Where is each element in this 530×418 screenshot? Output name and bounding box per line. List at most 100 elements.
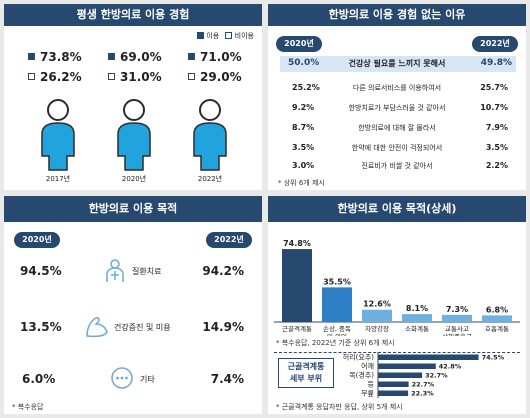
bar-value-label: 22.7% bbox=[412, 381, 435, 389]
purpose-2022-value: 94.2% bbox=[202, 264, 244, 278]
bar bbox=[378, 372, 423, 378]
sub-label-box bbox=[278, 358, 334, 388]
category-tick-label: 소화계통 bbox=[405, 324, 429, 333]
sub-label-line-2: 세부 부위 bbox=[289, 374, 323, 383]
not-used-2020: 31.0% bbox=[108, 70, 162, 84]
experience-panel: 평생 한방의료 이용 경험 이용 비이용 73.8% 69.0% 71.0% 2… bbox=[4, 4, 262, 190]
reasons-title: 한방의료 이용 경험 없는 이유 bbox=[268, 4, 526, 26]
bar-value-label: 42.8% bbox=[439, 363, 462, 371]
category-tick-label: 무릎 bbox=[361, 390, 374, 398]
reasons-note: * 상위 6개 제시 bbox=[278, 179, 325, 187]
year-2020: 2020년 bbox=[121, 175, 147, 183]
bar bbox=[482, 315, 512, 322]
purpose-2020-value: 13.5% bbox=[20, 320, 62, 334]
not-used-swatch-icon bbox=[108, 73, 115, 80]
treatment-icon bbox=[106, 259, 124, 282]
bar bbox=[442, 314, 472, 322]
reasons-row: 25.2% 다른 의료서비스를 이용하여서 25.7% bbox=[292, 83, 508, 92]
used-2022: 71.0% bbox=[188, 50, 242, 64]
legend-used-swatch bbox=[197, 32, 205, 39]
detail-panel: 한방의료 이용 목적(상세) 74.8% 근골격계통 35.5% 손상, 중독및 외인… bbox=[268, 196, 526, 414]
bar-value-label: 74.5% bbox=[482, 354, 505, 362]
category-tick-label: 교통사고 bbox=[445, 324, 469, 333]
bar bbox=[282, 249, 312, 322]
bar-value-label: 35.5% bbox=[323, 277, 351, 286]
category-tick-label: 손상, 중독 bbox=[323, 324, 351, 333]
year-2022: 2022년 bbox=[197, 175, 223, 183]
reasons-highlight bbox=[280, 56, 516, 72]
purpose-left-year: 2020년 bbox=[14, 232, 60, 248]
detail-note-2: * 근골격계통 응답자만 응답, 상위 5개 제시 bbox=[276, 403, 403, 411]
bar-value-label: 12.6% bbox=[363, 300, 391, 309]
purpose-panel: 한방의료 이용 목적 2020년 2022년 94.5% 질환치료 94.2% … bbox=[4, 196, 262, 414]
category-tick-label: 상해증후군 bbox=[442, 332, 472, 336]
reasons-left-year: 2020년 bbox=[276, 36, 322, 52]
purpose-detail-bar-chart: 74.8% 근골격계통 35.5% 손상, 중독및 외인 12.6% 자양강장 8.1% 소화… bbox=[274, 239, 520, 336]
experience-title: 평생 한방의료 이용 경험 bbox=[4, 4, 262, 26]
category-tick-label: 근골격계통 bbox=[282, 324, 312, 333]
bar bbox=[402, 314, 432, 322]
person-head-icon bbox=[123, 99, 145, 121]
used-2017: 73.8% bbox=[28, 50, 82, 64]
legend-used-label: 이용 bbox=[206, 32, 220, 40]
bar-value-label: 74.8% bbox=[283, 239, 311, 248]
reasons-row: 50.0% 건강상 필요를 느끼지 못해서 49.8% bbox=[288, 58, 512, 68]
used-swatch-icon bbox=[188, 53, 195, 60]
reasons-panel: 한방의료 이용 경험 없는 이유 2020년 2022년 50.0% 건강상 필… bbox=[268, 4, 526, 190]
person-body-icon bbox=[117, 122, 151, 171]
not-used-swatch-icon bbox=[28, 73, 35, 80]
person-head-icon bbox=[199, 99, 221, 121]
used-2020: 69.0% bbox=[108, 50, 162, 64]
category-tick-label: 자양강장 bbox=[365, 324, 389, 333]
category-tick-label: 허리(요추) bbox=[343, 353, 374, 362]
person-head-icon bbox=[47, 99, 69, 121]
bar bbox=[378, 381, 409, 387]
bar bbox=[378, 363, 436, 369]
legend-not-used-swatch bbox=[225, 32, 233, 39]
reasons-right-year: 2022년 bbox=[472, 36, 518, 52]
purpose-label: 질환치료 bbox=[132, 267, 162, 276]
purpose-right-year: 2022년 bbox=[206, 232, 252, 248]
bar bbox=[362, 309, 392, 322]
purpose-note: * 복수응답 bbox=[12, 403, 44, 411]
not-used-2022: 29.0% bbox=[188, 70, 242, 84]
reasons-row: 9.2% 한방치료가 부담스러울 것 같아서 10.7% bbox=[292, 103, 508, 112]
not-used-2017: 26.2% bbox=[28, 70, 82, 84]
experience-figures bbox=[41, 99, 227, 171]
bar-value-label: 8.1% bbox=[406, 304, 428, 313]
category-tick-label: 등 bbox=[368, 381, 375, 389]
year-2017: 2017년 bbox=[45, 175, 71, 183]
purpose-2020-value: 94.5% bbox=[20, 264, 62, 278]
category-tick-label: 호흡계통 bbox=[485, 324, 509, 333]
purpose-2022-value: 7.4% bbox=[210, 372, 244, 386]
bar bbox=[322, 287, 352, 322]
reasons-row: 3.0% 진료비가 비쌀 것 같아서 2.2% bbox=[292, 161, 508, 170]
purpose-2020-value: 6.0% bbox=[22, 372, 56, 386]
purpose-2022-value: 14.9% bbox=[202, 320, 244, 334]
category-tick-label: 목(경추) bbox=[349, 371, 374, 380]
category-tick-label: 어깨 bbox=[361, 362, 374, 371]
bar-value-label: 22.3% bbox=[411, 390, 434, 398]
reasons-row: 3.5% 한약에 대한 안전이 걱정되어서 3.5% bbox=[292, 143, 508, 152]
body-part-bar-chart: 허리(요추) 74.5% 어깨 42.8% 목(경추) 32.7% 등 22.7% 무릎 22.3… bbox=[343, 352, 505, 398]
detail-divider bbox=[274, 352, 520, 353]
reasons-row: 8.7% 한방의료에 대해 잘 몰라서 7.9% bbox=[292, 123, 508, 132]
bar-value-label: 6.8% bbox=[486, 305, 508, 314]
muscle-arm-icon bbox=[86, 317, 108, 338]
detail-note-1: * 복수응답, 2022년 기준 상위 6개 제시 bbox=[276, 339, 395, 347]
person-body-icon bbox=[41, 122, 75, 171]
sub-label-line-1: 근골격계통 bbox=[287, 362, 325, 371]
legend-not-used-label: 비이용 bbox=[234, 32, 254, 40]
purpose-label: 건강증진 및 미용 bbox=[114, 323, 171, 332]
bar-value-label: 7.3% bbox=[446, 305, 468, 314]
person-body-icon bbox=[193, 122, 227, 171]
bar-value-label: 32.7% bbox=[425, 372, 448, 380]
used-swatch-icon bbox=[108, 53, 115, 60]
bar bbox=[378, 390, 409, 396]
legend: 이용 비이용 bbox=[197, 31, 254, 41]
used-swatch-icon bbox=[28, 53, 35, 60]
purpose-label: 기타 bbox=[140, 375, 155, 384]
category-tick-label: 및 외인 bbox=[327, 332, 347, 336]
more-dots-icon bbox=[111, 367, 133, 389]
not-used-swatch-icon bbox=[188, 73, 195, 80]
